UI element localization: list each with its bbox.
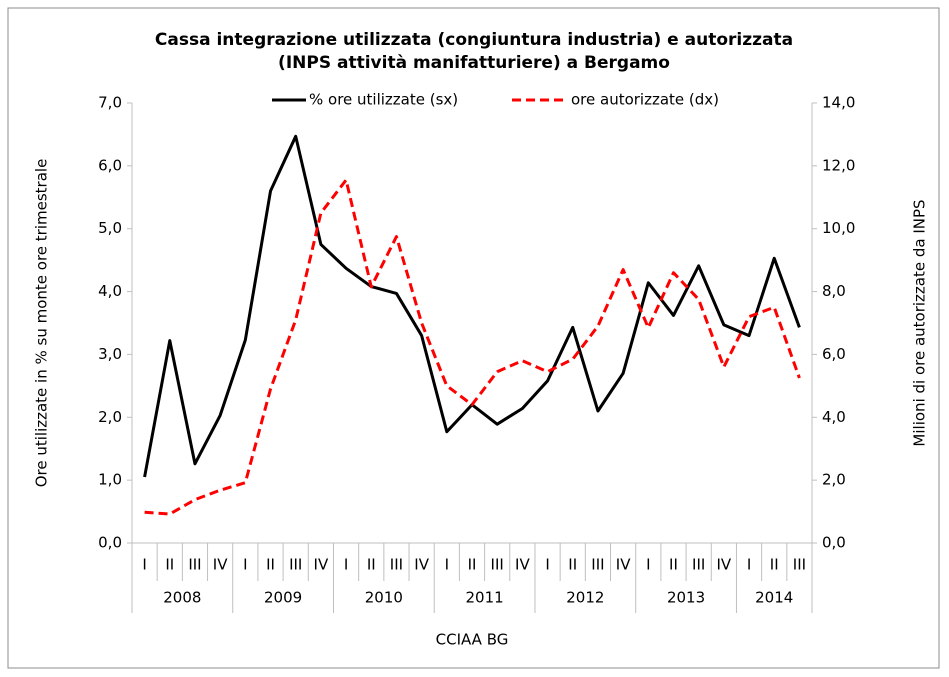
x-tick-label: II [367,556,376,574]
x-group-label: 2011 [465,589,503,607]
x-group-label: 2010 [365,589,403,607]
legend-label: % ore utilizzate (sx) [309,91,458,109]
y2-tick-label: 6,0 [822,345,846,363]
legend-label: ore autorizzate (dx) [571,91,719,109]
y2-tick-label: 10,0 [822,219,855,237]
x-tick-label: I [344,556,348,574]
y-tick-label: 5,0 [98,219,122,237]
x-group-label: 2014 [755,589,793,607]
x-tick-label: IV [616,556,631,574]
x-tick-label: IV [515,556,530,574]
x-tick-label: II [770,556,779,574]
x-tick-label: I [646,556,650,574]
x-tick-label: III [692,556,705,574]
x-group-label: 2013 [667,589,705,607]
y-tick-label: 2,0 [98,408,122,426]
x-tick-label: III [390,556,403,574]
x-tick-label: III [188,556,201,574]
y-tick-label: 7,0 [98,94,122,112]
y-tick-label: 1,0 [98,471,122,489]
x-tick-label: II [266,556,275,574]
x-tick-label: I [243,556,247,574]
x-group-label: 2008 [163,589,201,607]
x-tick-label: II [669,556,678,574]
y-tick-label: 3,0 [98,345,122,363]
y2-tick-label: 12,0 [822,156,855,174]
y-tick-label: 0,0 [98,534,122,552]
x-tick-label: IV [213,556,228,574]
x-tick-label: III [491,556,504,574]
x-tick-label: III [793,556,806,574]
y-tick-label: 4,0 [98,282,122,300]
x-tick-label: I [142,556,146,574]
y2-tick-label: 14,0 [822,94,855,112]
x-tick-label: III [591,556,604,574]
x-tick-label: III [289,556,302,574]
chart-title: Cassa integrazione utilizzata (congiuntu… [155,30,793,50]
x-group-label: 2009 [264,589,302,607]
x-tick-label: II [568,556,577,574]
y2-tick-label: 0,0 [822,534,846,552]
x-tick-label: IV [314,556,329,574]
y2-axis-label: Milioni di ore autorizzate da INPS [911,199,929,446]
x-tick-label: I [747,556,751,574]
x-tick-label: IV [414,556,429,574]
y-tick-label: 6,0 [98,156,122,174]
x-tick-label: II [165,556,174,574]
y2-tick-label: 8,0 [822,282,846,300]
x-tick-label: I [545,556,549,574]
y2-tick-label: 4,0 [822,408,846,426]
x-tick-label: I [445,556,449,574]
y-axis-label: Ore utilizzate in % su monte ore trimest… [33,159,51,488]
x-axis-label: CCIAA BG [436,631,509,649]
chart-title: (INPS attività manifatturiere) a Bergamo [278,53,670,73]
data-line [144,178,801,516]
x-tick-label: II [468,556,477,574]
x-group-label: 2012 [566,589,604,607]
y2-tick-label: 2,0 [822,471,846,489]
x-tick-label: IV [717,556,732,574]
